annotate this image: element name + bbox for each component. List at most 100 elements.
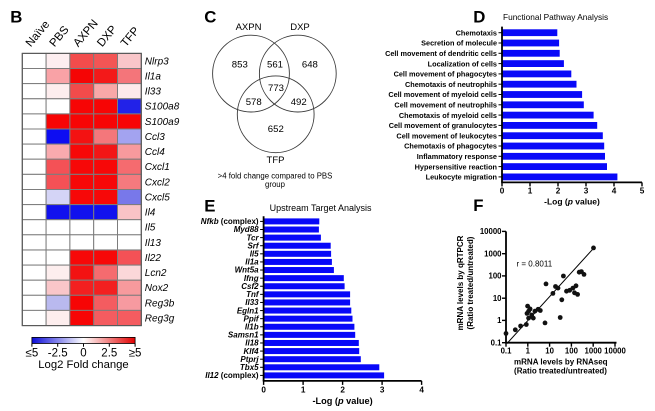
- svg-text:773: 773: [268, 83, 284, 94]
- svg-text:1: 1: [526, 347, 531, 356]
- svg-text:>4 fold change compared to PBS: >4 fold change compared to PBS: [218, 171, 333, 180]
- svg-text:DXP: DXP: [290, 22, 310, 33]
- svg-text:group: group: [265, 180, 286, 189]
- svg-text:1000: 1000: [484, 250, 502, 259]
- svg-text:Il22: Il22: [145, 253, 162, 264]
- svg-text:Cell movement of phagocytes: Cell movement of phagocytes: [394, 70, 497, 79]
- svg-text:Lcn2: Lcn2: [145, 268, 167, 279]
- svg-text:2: 2: [340, 385, 345, 394]
- svg-text:Cell movement of neutrophils: Cell movement of neutrophils: [394, 101, 497, 110]
- svg-text:578: 578: [246, 97, 262, 108]
- svg-text:mRNA levels by qRTPCR: mRNA levels by qRTPCR: [456, 235, 465, 330]
- svg-text:Il18: Il18: [245, 339, 259, 348]
- svg-text:Chemotaxis: Chemotaxis: [456, 28, 497, 37]
- svg-text:Ccl4: Ccl4: [145, 147, 165, 158]
- svg-text:Ifng: Ifng: [244, 274, 259, 283]
- svg-text:5: 5: [640, 187, 645, 196]
- svg-text:Il12 (complex): Il12 (complex): [205, 371, 259, 380]
- svg-text:Tbx5: Tbx5: [240, 363, 259, 372]
- svg-text:0.1: 0.1: [501, 347, 513, 356]
- svg-text:10000: 10000: [480, 227, 502, 236]
- svg-text:2.5: 2.5: [101, 348, 117, 360]
- svg-text:652: 652: [268, 124, 284, 135]
- svg-text:S100a8: S100a8: [145, 102, 180, 113]
- svg-text:100: 100: [565, 347, 579, 356]
- svg-text:≤5: ≤5: [26, 348, 39, 360]
- svg-text:B: B: [10, 7, 22, 26]
- svg-text:Reg3b: Reg3b: [145, 298, 175, 309]
- svg-text:Nox2: Nox2: [145, 283, 169, 294]
- svg-text:D: D: [473, 7, 485, 26]
- svg-text:Cxcl5: Cxcl5: [145, 192, 170, 203]
- svg-text:Upstream Target Analysis: Upstream Target Analysis: [270, 203, 372, 213]
- svg-text:-Log (p value): -Log (p value): [312, 396, 372, 406]
- svg-text:10000: 10000: [604, 347, 626, 356]
- svg-text:492: 492: [291, 97, 307, 108]
- svg-text:0.1: 0.1: [491, 339, 503, 348]
- svg-text:Cell movement of leukocytes: Cell movement of leukocytes: [396, 131, 497, 140]
- svg-text:Il1a: Il1a: [245, 258, 259, 267]
- svg-text:1000: 1000: [585, 347, 603, 356]
- svg-text:Srf: Srf: [247, 241, 259, 250]
- svg-text:0: 0: [261, 385, 266, 394]
- svg-text:Ptprj: Ptprj: [240, 355, 259, 364]
- svg-text:Cell movement of myeloid cells: Cell movement of myeloid cells: [388, 90, 497, 99]
- svg-text:C: C: [204, 7, 216, 26]
- svg-text:Cell movement of granulocytes: Cell movement of granulocytes: [389, 121, 497, 130]
- svg-text:1: 1: [497, 316, 502, 325]
- svg-text:Inflammatory response: Inflammatory response: [417, 152, 497, 161]
- svg-text:Ccl3: Ccl3: [145, 132, 165, 143]
- svg-text:Chemotaxis of phagocytes: Chemotaxis of phagocytes: [404, 142, 497, 151]
- svg-text:Il33: Il33: [145, 87, 162, 98]
- svg-text:561: 561: [267, 59, 283, 70]
- svg-text:TFP: TFP: [267, 155, 285, 166]
- svg-text:Il1a: Il1a: [145, 72, 162, 83]
- svg-text:648: 648: [302, 59, 318, 70]
- svg-text:Ppif: Ppif: [243, 314, 259, 323]
- svg-text:3: 3: [380, 385, 385, 394]
- svg-text:100: 100: [488, 272, 502, 281]
- svg-text:0: 0: [500, 187, 505, 196]
- svg-text:Il5: Il5: [145, 223, 156, 234]
- svg-text:Chemotaxis of myeloid cells: Chemotaxis of myeloid cells: [399, 111, 497, 120]
- svg-text:r = 0.8011: r = 0.8011: [517, 259, 553, 268]
- svg-text:4: 4: [419, 385, 424, 394]
- svg-text:Log2 Fold change: Log2 Fold change: [38, 359, 128, 371]
- svg-text:Leukocyte migration: Leukocyte migration: [426, 173, 497, 182]
- svg-text:Wnt5a: Wnt5a: [235, 266, 260, 275]
- svg-text:853: 853: [232, 59, 248, 70]
- svg-text:Il4: Il4: [145, 208, 156, 219]
- svg-text:(Ratio treated/untreated): (Ratio treated/untreated): [466, 236, 475, 329]
- svg-text:Hypersensitive reaction: Hypersensitive reaction: [415, 162, 497, 171]
- svg-text:F: F: [473, 196, 483, 215]
- svg-text:2: 2: [556, 187, 561, 196]
- svg-text:S100a9: S100a9: [145, 117, 180, 128]
- svg-text:10: 10: [493, 294, 502, 303]
- svg-text:1: 1: [301, 385, 306, 394]
- svg-text:Il33: Il33: [245, 298, 259, 307]
- svg-text:Tnf: Tnf: [246, 290, 260, 299]
- svg-text:≥5: ≥5: [129, 348, 142, 360]
- svg-text:10: 10: [545, 347, 554, 356]
- svg-text:-2.5: -2.5: [48, 348, 68, 360]
- svg-text:Functional Pathway Analysis: Functional Pathway Analysis: [503, 12, 608, 22]
- svg-text:4: 4: [612, 187, 617, 196]
- svg-text:Klf4: Klf4: [243, 347, 259, 356]
- svg-text:Myd88: Myd88: [234, 225, 259, 234]
- svg-text:Localization of cells: Localization of cells: [428, 59, 497, 68]
- svg-text:0: 0: [80, 348, 86, 360]
- svg-text:1: 1: [528, 187, 533, 196]
- svg-text:Nlrp3: Nlrp3: [145, 56, 169, 67]
- svg-text:-Log (p value): -Log (p value): [544, 197, 600, 207]
- svg-text:Chemotaxis of neutrophils: Chemotaxis of neutrophils: [405, 80, 497, 89]
- svg-text:(Ratio treated/untreated): (Ratio treated/untreated): [514, 366, 607, 375]
- svg-text:3: 3: [584, 187, 589, 196]
- svg-text:Samsn1: Samsn1: [228, 331, 259, 340]
- svg-text:Csf2: Csf2: [241, 282, 259, 291]
- svg-text:AXPN: AXPN: [236, 22, 262, 33]
- svg-text:Egln1: Egln1: [237, 306, 259, 315]
- svg-text:Nfkb (complex): Nfkb (complex): [201, 217, 259, 226]
- svg-text:Il5: Il5: [250, 250, 259, 259]
- svg-text:Secretion of molecule: Secretion of molecule: [421, 39, 497, 48]
- svg-text:Cxcl2: Cxcl2: [145, 177, 170, 188]
